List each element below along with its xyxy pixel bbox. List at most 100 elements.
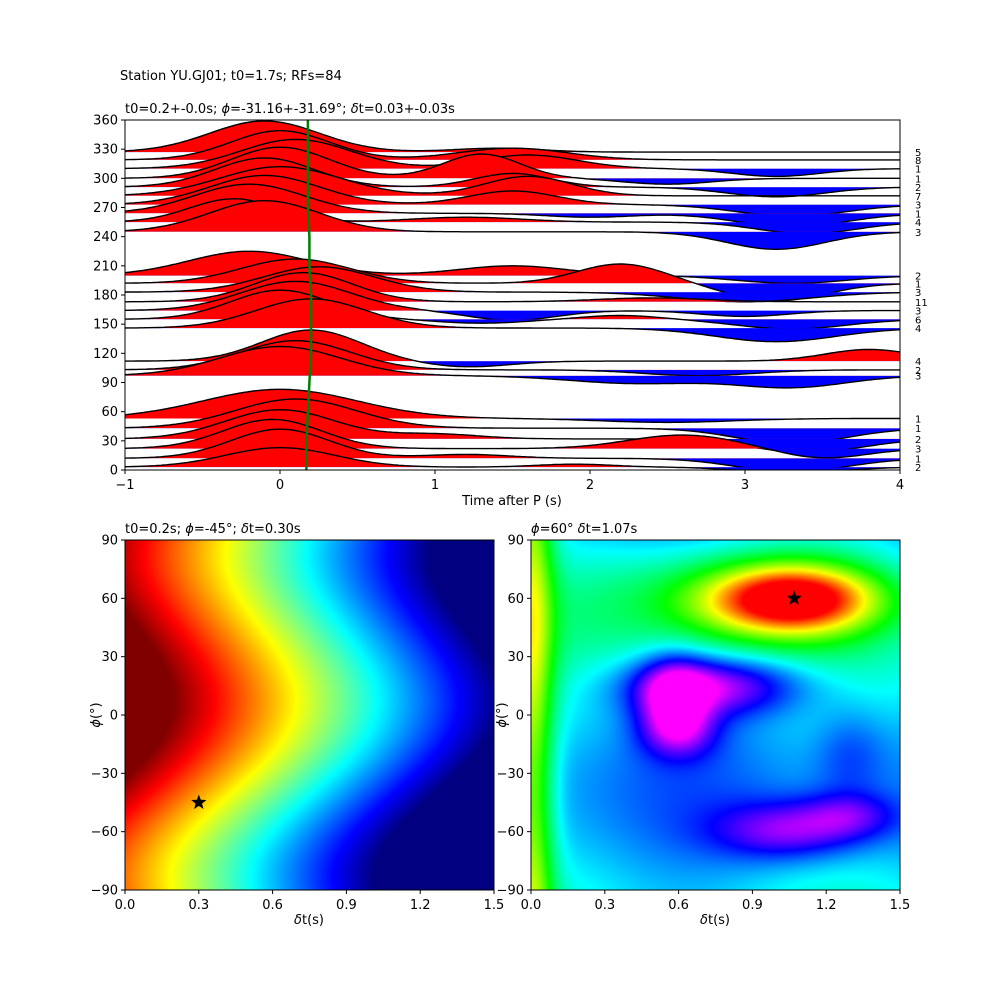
rf-wiggle-panel: −1 0 1 2 3 4030609012015018021024027030033036… bbox=[93, 102, 928, 509]
rf-trace-count-label: 1 bbox=[915, 279, 921, 290]
rf-y-tick-label: 120 bbox=[93, 347, 118, 362]
energy-map-left-star-marker bbox=[191, 794, 207, 809]
rf-positive-fill bbox=[125, 429, 900, 459]
rf-trace-line bbox=[125, 418, 900, 459]
rf-y-tick-label: 300 bbox=[93, 172, 118, 187]
energy-map-left-x-tick-label: 1.5 bbox=[484, 898, 505, 913]
rf-trace-count-label: 8 bbox=[915, 156, 921, 167]
energy-map-right-axes: 0.0 0.3 0.6 0.9 1.2 1.5 −90 −60 −30 0 30 60 90 bbox=[497, 534, 911, 914]
rf-trace bbox=[125, 200, 900, 250]
rf-trace-line bbox=[125, 157, 900, 198]
rf-x-tick-label: −1 bbox=[115, 478, 134, 493]
rf-trace-line bbox=[125, 271, 900, 303]
rf-trace-line bbox=[125, 130, 900, 161]
rf-y-tick-label: 60 bbox=[101, 405, 118, 420]
energy-map-left-y-tick-label: 90 bbox=[101, 534, 118, 549]
rf-trace-line bbox=[125, 388, 900, 424]
rf-positive-fill bbox=[125, 399, 516, 429]
rf-x-tick-label: 4 bbox=[896, 478, 904, 493]
rf-pick-line bbox=[305, 120, 313, 470]
rf-trace-count-label: 4 bbox=[915, 218, 921, 229]
rf-y-tick-label: 210 bbox=[93, 259, 118, 274]
rf-trace-count-label: 3 bbox=[915, 288, 921, 299]
rf-trace-count-label: 1 bbox=[915, 454, 921, 465]
energy-map-right-heatmap bbox=[531, 540, 900, 890]
rf-trace-count-label: 1 bbox=[915, 165, 921, 176]
rf-trace-line bbox=[125, 428, 900, 470]
rf-trace-count-label: 3 bbox=[915, 372, 921, 383]
rf-negative-fill bbox=[125, 328, 900, 342]
rf-trace-line bbox=[125, 345, 900, 389]
energy-map-left-y-tick-label: −60 bbox=[91, 825, 118, 840]
rf-trace-count-label: 2 bbox=[915, 463, 921, 474]
rf-trace-line bbox=[125, 446, 900, 470]
rf-trace-count-label: 1 bbox=[915, 174, 921, 185]
energy-map-left-x-label: δt(s) bbox=[294, 913, 324, 928]
energy-map-right-x-tick-label: 0.9 bbox=[742, 898, 763, 913]
rf-negative-fill bbox=[605, 458, 900, 470]
rf-axes: −1 0 1 2 3 4030609012015018021024027030033036… bbox=[93, 114, 928, 494]
energy-map-right-y-tick-label: −30 bbox=[497, 767, 524, 782]
energy-map-right-y-tick-label: 60 bbox=[507, 592, 524, 607]
energy-map-left-title: t0=0.2s; ϕ=-45°; δt=0.30s bbox=[125, 522, 301, 537]
rf-trace-count-label: 2 bbox=[915, 272, 921, 283]
rf-trace-count-label: 1 bbox=[915, 414, 921, 425]
energy-map-right-y-tick-label: 30 bbox=[507, 650, 524, 665]
rf-x-tick-label: 2 bbox=[586, 478, 594, 493]
energy-map-right-y-tick-label: 0 bbox=[516, 709, 524, 724]
rf-trace-line bbox=[125, 329, 900, 368]
energy-map-left-y-tick-label: 30 bbox=[101, 650, 118, 665]
rf-trace-count-label: 3 bbox=[915, 201, 921, 212]
energy-map-right-y-label: ϕ(°) bbox=[495, 702, 510, 727]
rf-trace-line bbox=[125, 200, 900, 250]
energy-map-right-x-label: δt(s) bbox=[700, 913, 730, 928]
rf-trace-count-label: 2 bbox=[915, 183, 921, 194]
energy-map-right-x-tick-label: 1.5 bbox=[890, 898, 911, 913]
rf-x-tick-label: 0 bbox=[276, 478, 284, 493]
energy-map-left-y-tick-label: 60 bbox=[101, 592, 118, 607]
rf-trace bbox=[125, 428, 900, 470]
rf-traces bbox=[125, 120, 900, 470]
energy-map-left-y-tick-label: −90 bbox=[91, 884, 118, 899]
rf-y-tick-label: 360 bbox=[93, 114, 118, 129]
rf-y-tick-label: 180 bbox=[93, 289, 118, 304]
rf-positive-fill bbox=[125, 298, 533, 329]
rf-trace-line bbox=[125, 298, 900, 343]
energy-map-left-heatmap bbox=[125, 540, 494, 890]
energy-map-right: 0.0 0.3 0.6 0.9 1.2 1.5 −90 −60 −30 0 30 60 90 ϕ=60°… bbox=[495, 522, 910, 928]
rf-trace-count-label: 3 bbox=[915, 228, 921, 239]
rf-y-tick-label: 270 bbox=[93, 201, 118, 216]
rf-negative-fill bbox=[125, 310, 900, 321]
rf-negative-fill bbox=[605, 231, 900, 250]
energy-map-right-y-tick-label: −90 bbox=[497, 884, 524, 899]
rf-trace-count-label: 1 bbox=[915, 209, 921, 220]
rf-negative-fill bbox=[125, 187, 900, 197]
energy-map-right-best-star bbox=[786, 590, 802, 605]
rf-trace-count-label: 5 bbox=[915, 148, 921, 159]
rf-trace-count-label: 3 bbox=[915, 307, 921, 318]
rf-trace-count-label: 6 bbox=[915, 315, 921, 326]
rf-trace bbox=[125, 446, 900, 470]
figure-title: Station YU.GJ01; t0=1.7s; RFs=84 bbox=[120, 69, 342, 84]
rf-y-tick-label: 0 bbox=[110, 464, 118, 479]
rf-positive-fill bbox=[125, 184, 900, 214]
rf-negative-fill bbox=[125, 369, 900, 376]
rf-y-tick-label: 30 bbox=[101, 434, 118, 449]
rf-negative-fill bbox=[408, 319, 900, 329]
energy-map-left-y-label: ϕ(°) bbox=[89, 702, 104, 727]
rf-positive-fill bbox=[125, 200, 900, 232]
energy-map-right-y-tick-label: 90 bbox=[507, 534, 524, 549]
rf-trace-line bbox=[125, 166, 900, 197]
rf-x-tick-label: 3 bbox=[741, 478, 749, 493]
rf-trace-count-label: 1 bbox=[915, 424, 921, 435]
energy-map-left-x-tick-label: 0.0 bbox=[115, 898, 136, 913]
energy-map-left: 0.0 0.3 0.6 0.9 1.2 1.5 −90 −60 −30 0 30 60 90 t0=0.… bbox=[89, 522, 504, 928]
energy-map-right-x-tick-label: 0.6 bbox=[668, 898, 689, 913]
rf-trace-line bbox=[125, 250, 900, 284]
energy-map-left-x-tick-label: 1.2 bbox=[410, 898, 431, 913]
energy-map-left-best-star bbox=[191, 794, 207, 809]
rf-trace-line bbox=[125, 340, 900, 377]
rf-y-tick-label: 240 bbox=[93, 230, 118, 245]
energy-map-left-y-tick-label: −30 bbox=[91, 767, 118, 782]
